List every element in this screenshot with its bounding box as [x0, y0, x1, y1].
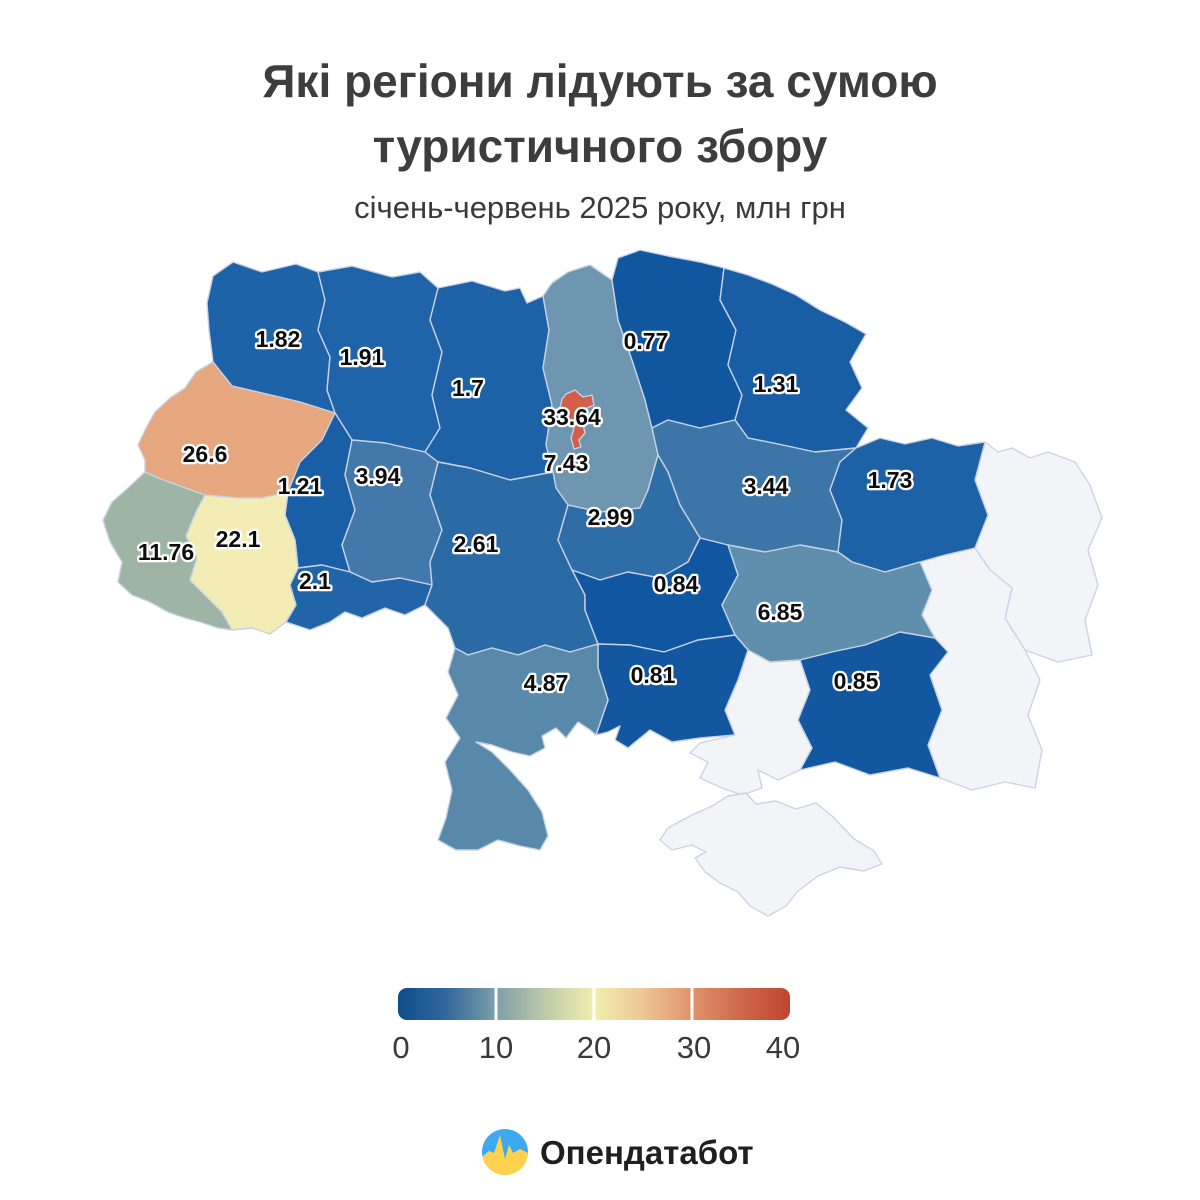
region-value-label-mykolaiv: 0.81 [631, 662, 676, 688]
region-value-label-kharkiv: 1.73 [868, 467, 913, 493]
legend-tick-40: 40 [766, 1030, 800, 1065]
region-kharkiv [829, 437, 989, 573]
region-mykolaiv [595, 634, 749, 749]
region-value-labels: 1.82 1.91 1.7 0.77 1.31 33.64 7.43 26.6 1.21 3.94… [136, 324, 915, 699]
region-value-label-volyn: 1.82 [256, 326, 301, 352]
region-value-label-ivano-frankivsk: 22.1 [216, 526, 261, 552]
region-khmelnytskyi [341, 439, 443, 586]
region-value-label-rivne: 1.91 [340, 344, 385, 370]
legend-separator-30 [690, 988, 694, 1020]
opendatabot-logo-icon [482, 1129, 528, 1175]
color-scale-legend: 0 10 20 30 40 [392, 988, 800, 1065]
region-value-label-kirovohrad: 0.84 [654, 571, 699, 597]
region-zaporizhzhia [797, 631, 949, 779]
logo-yellow-half [482, 1135, 528, 1175]
region-value-label-kyiv-oblast: 7.43 [544, 450, 589, 476]
region-value-label-chernihiv: 0.77 [624, 328, 669, 354]
region-value-label-chernivtsi: 2.1 [299, 568, 331, 594]
region-value-label-cherkasy: 2.99 [588, 504, 633, 530]
page-title-line1: Які регіони лідують за сумою [262, 55, 937, 107]
region-value-label-poltava: 3.44 [744, 473, 789, 499]
region-value-label-dnipropetrovsk: 6.85 [758, 599, 803, 625]
page-title-line2: туристичного збору [373, 120, 828, 172]
data-regions [102, 249, 989, 851]
legend-separator-20 [592, 988, 596, 1020]
legend-tick-10: 10 [479, 1030, 513, 1065]
region-odesa [437, 643, 609, 851]
region-value-label-zakarpattia: 11.76 [138, 539, 194, 565]
region-crimea [659, 792, 883, 917]
legend-separators [494, 988, 694, 1020]
region-sumy [719, 267, 869, 453]
region-value-label-zaporizhzhia: 0.85 [834, 668, 879, 694]
region-value-label-sumy: 1.31 [754, 371, 799, 397]
region-value-label-vinnytsia: 2.61 [454, 531, 499, 557]
region-value-label-ternopil: 1.21 [278, 473, 323, 499]
region-value-label-kyiv-city: 33.64 [543, 404, 601, 430]
brand-footer: Опендатабот [482, 1129, 754, 1175]
brand-name: Опендатабот [540, 1134, 754, 1171]
no-data-regions [659, 441, 1103, 917]
legend-separator-10 [494, 988, 498, 1020]
ukraine-choropleth-map: 1.82 1.91 1.7 0.77 1.31 33.64 7.43 26.6 1.21 3.94… [102, 249, 1103, 917]
page-subtitle: січень-червень 2025 року, млн грн [354, 190, 846, 225]
region-value-label-zhytomyr: 1.7 [452, 375, 484, 401]
region-kyiv-city [559, 389, 595, 450]
region-chernivtsi [285, 564, 433, 631]
legend-tick-30: 30 [677, 1030, 711, 1065]
legend-tick-0: 0 [392, 1030, 409, 1065]
legend-tick-20: 20 [577, 1030, 611, 1065]
region-zhytomyr [424, 280, 554, 481]
region-value-label-khmelnytskyi: 3.94 [356, 463, 401, 489]
region-value-label-lviv: 26.6 [183, 441, 228, 467]
region-value-label-odesa: 4.87 [524, 670, 569, 696]
